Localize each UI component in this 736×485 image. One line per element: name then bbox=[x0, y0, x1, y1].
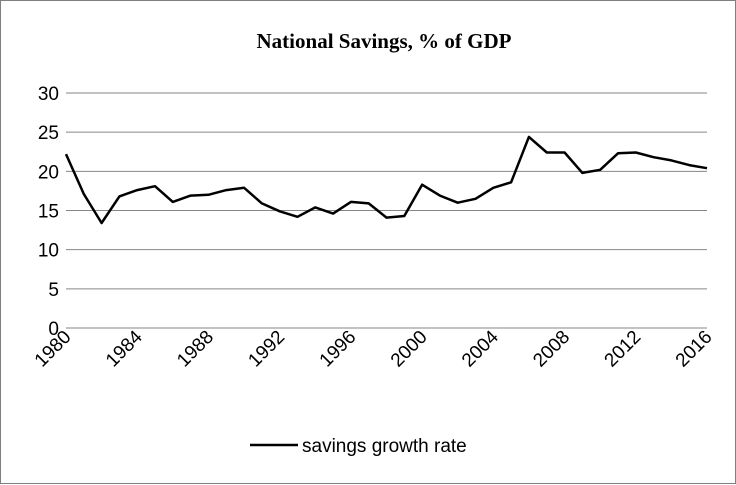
x-tick-label-2004: 2004 bbox=[458, 326, 503, 371]
x-tick-label-1984: 1984 bbox=[102, 326, 147, 371]
y-tick-label-20: 20 bbox=[38, 162, 59, 183]
x-tick-label-1992: 1992 bbox=[244, 327, 289, 372]
x-tick-labels: 1980 1984 1988 1992 1996 2000 2004 2008 2012 2016 bbox=[31, 326, 717, 371]
y-tick-label-25: 25 bbox=[38, 123, 59, 144]
x-tick-label-1996: 1996 bbox=[316, 327, 361, 372]
series-line-0 bbox=[64, 135, 708, 225]
chart-title: National Savings, % of GDP bbox=[257, 29, 512, 53]
y-tick-label-15: 15 bbox=[38, 202, 59, 223]
y-tick-label-5: 5 bbox=[48, 280, 59, 301]
gridlines bbox=[66, 92, 707, 290]
x-tick-label-2016: 2016 bbox=[672, 327, 717, 372]
x-tick-label-2012: 2012 bbox=[601, 327, 646, 372]
legend: savings growth rate bbox=[250, 436, 467, 457]
y-tick-label-30: 30 bbox=[38, 84, 59, 105]
y-tick-label-10: 10 bbox=[38, 241, 59, 262]
series-lines bbox=[64, 135, 708, 225]
x-tick-label-2000: 2000 bbox=[387, 327, 432, 372]
x-tick-label-1988: 1988 bbox=[173, 327, 218, 372]
x-tick-label-2008: 2008 bbox=[529, 327, 574, 372]
x-tick-label-1980: 1980 bbox=[31, 327, 76, 372]
y-tick-labels: 0 5 10 15 20 25 30 bbox=[38, 84, 59, 340]
y-tick-label-0: 0 bbox=[48, 319, 59, 340]
legend-label-savings-growth-rate: savings growth rate bbox=[302, 436, 467, 457]
